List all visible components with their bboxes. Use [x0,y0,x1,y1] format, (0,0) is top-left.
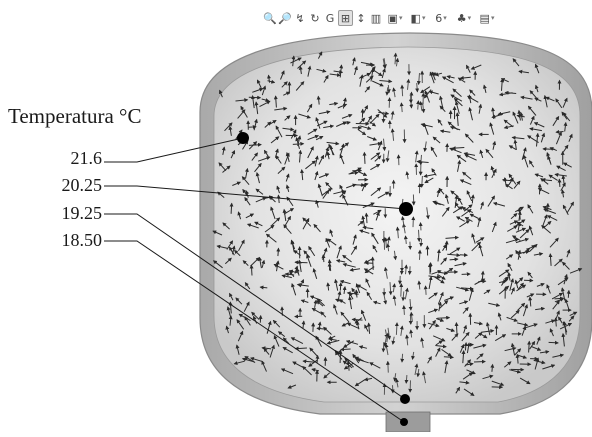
velocity-arrow [410,93,411,103]
hide-show-items-icon[interactable]: ◧ [407,10,429,26]
view-orientation-icon[interactable]: ▥ [369,10,383,26]
velocity-arrow [559,179,560,187]
view-settings-icon[interactable]: ▤ [476,10,498,26]
velocity-arrow [388,362,389,373]
edit-appearance-icon[interactable]: 6 [430,10,452,26]
probe-point-19-25 [400,394,410,404]
velocity-arrow [417,83,418,92]
velocity-arrow [456,323,457,334]
normal-to-icon[interactable]: ↕ [354,10,368,26]
temperature-label-18-50: 18.50 [62,230,103,251]
velocity-arrow [418,101,419,110]
velocity-arrow [478,281,485,282]
velocity-arrow [474,362,485,363]
velocity-arrow [410,266,411,274]
velocity-arrow [568,291,569,298]
temperature-label-19-25: 19.25 [62,203,103,224]
velocity-arrow [444,357,453,358]
velocity-arrow [492,365,493,372]
velocity-arrow [549,342,559,343]
velocity-arrow [419,230,420,242]
temperature-label-21-6: 21.6 [71,148,103,169]
velocity-arrow [396,323,397,335]
velocity-arrow [482,271,483,279]
pan-view-icon[interactable]: G [323,10,337,26]
velocity-arrow [386,238,387,248]
velocity-arrow [543,149,555,150]
velocity-arrow [340,283,341,291]
velocity-arrow [420,250,421,260]
velocity-arrow [406,375,407,383]
velocity-arrow [364,153,365,164]
velocity-arrow [446,241,447,250]
velocity-arrow [341,349,351,350]
velocity-arrow [278,248,279,256]
probe-point-18-50 [400,418,408,426]
velocity-arrow [295,348,307,349]
velocity-arrow [426,286,427,295]
display-style-icon[interactable]: ▣ [384,10,406,26]
velocity-arrow [529,341,530,352]
velocity-arrow [383,342,384,351]
velocity-arrow [402,354,403,362]
velocity-arrow [556,132,563,133]
previous-view-icon[interactable]: ↯ [293,10,307,26]
velocity-arrow [404,306,405,315]
temperature-label-20-25: 20.25 [62,175,103,196]
section-view-icon[interactable]: ⊞ [338,10,353,26]
velocity-arrow [422,176,423,187]
velocity-arrow [421,223,422,231]
velocity-arrow [295,262,307,263]
velocity-arrow [465,343,466,351]
velocity-arrow [251,265,252,275]
probe-point-21-6 [237,132,249,144]
velocity-arrow [437,318,449,319]
probe-point-20-25 [399,202,413,216]
velocity-arrow [366,213,367,223]
zoom-to-fit-icon[interactable]: 🔍 [263,10,277,26]
velocity-arrow [231,203,232,213]
rotate-view-icon[interactable]: ↻ [308,10,322,26]
zoom-to-area-icon[interactable]: 🔎 [278,10,292,26]
apply-scene-icon[interactable]: ♣ [453,10,475,26]
view-toolbar: 🔍🔎↯↻G⊞↕▥▣◧6♣▤ [263,9,498,27]
velocity-arrow [340,351,341,363]
velocity-arrow [421,239,422,246]
velocity-arrow [352,319,362,320]
velocity-arrow [556,318,557,326]
velocity-arrow [445,272,458,273]
velocity-arrow [395,53,396,64]
legend-title: Temperatura °C [8,104,141,129]
velocity-arrow [402,85,403,96]
velocity-arrow [401,284,402,297]
